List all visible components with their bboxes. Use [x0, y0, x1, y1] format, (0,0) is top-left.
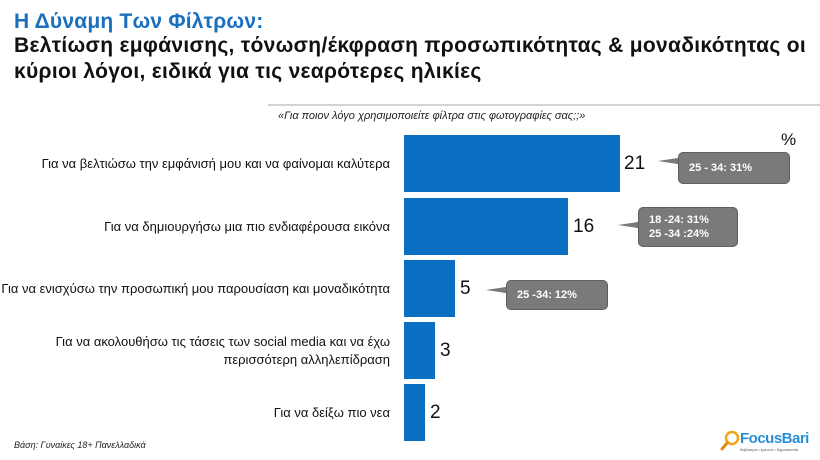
bar-row: Για να βελτιώσω την εμφάνισή μου και να …: [0, 135, 820, 192]
base-note: Βάση: Γυναίκες 18+ Πανελλαδικά: [14, 440, 146, 450]
bar-label: Για να δείξω πιο νεα: [273, 404, 390, 420]
bar: [404, 135, 620, 192]
logo-name: FocusBari: [740, 429, 809, 447]
focusbari-logo: FocusBari διάβασμα • έρευνα • δημοσκοπία: [720, 430, 809, 452]
bar-row: Για να δείξω πιο νεα 2: [0, 384, 820, 441]
bar-value: 16: [573, 215, 595, 237]
slide-title: Η Δύναμη Των Φίλτρων:: [14, 10, 264, 33]
logo-tagline: διάβασμα • έρευνα • δημοσκοπία: [740, 446, 799, 452]
bar: [404, 322, 435, 379]
slide-subtitle: Βελτίωση εμφάνισης, τόνωση/έκφραση προσω…: [14, 34, 806, 83]
bar-value: 5: [460, 277, 471, 299]
survey-question: «Για ποιον λόγο χρησιμοποιείτε φίλτρα στ…: [278, 110, 586, 122]
unit-label: %: [781, 130, 797, 149]
bar-label: Για να δημιουργήσω μια πιο ενδιαφέρουσα …: [104, 218, 390, 234]
bar-row: Για να ακολουθήσω τις τάσεις των social …: [0, 322, 820, 379]
bar: [404, 384, 425, 441]
magnifier-icon: [720, 430, 740, 452]
bar-label: Για να ακολουθήσω τις τάσεις των social …: [55, 333, 390, 367]
callout-tail: [618, 221, 644, 229]
bar-value: 21: [624, 152, 646, 174]
bar-label: Για να βελτιώσω την εμφάνισή μου και να …: [41, 155, 390, 171]
bar-value: 3: [440, 339, 451, 361]
bar-value: 2: [430, 401, 441, 423]
callout-tail: [486, 286, 512, 294]
bar: [404, 198, 568, 255]
bar-label: Για να ενισχύσω την προσωπική μου παρουσ…: [1, 280, 390, 296]
bar-row: Για να ενισχύσω την προσωπική μου παρουσ…: [0, 260, 820, 317]
callout-tail: [658, 157, 684, 165]
bar-row: Για να δημιουργήσω μια πιο ενδιαφέρουσα …: [0, 198, 820, 255]
bar: [404, 260, 455, 317]
age-callout: 25 -34: 12%: [506, 280, 608, 310]
age-callout: 18 -24: 31% 25 -34 :24%: [638, 207, 738, 247]
divider: [268, 104, 820, 106]
age-callout: 25 - 34: 31%: [678, 152, 790, 184]
